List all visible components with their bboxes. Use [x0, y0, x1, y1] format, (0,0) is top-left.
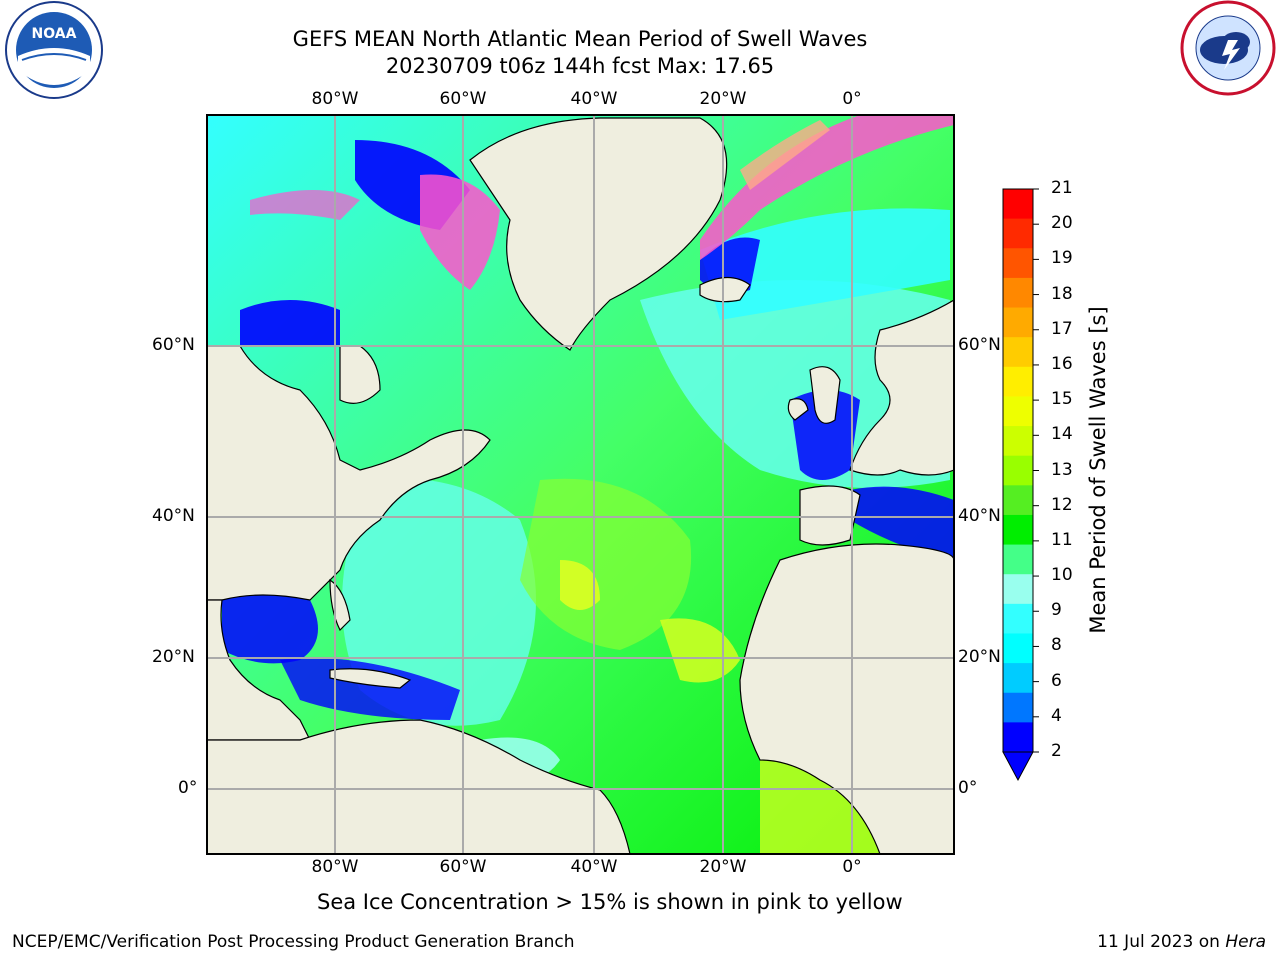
colorbar-segment [1003, 722, 1033, 753]
lat-label-left-60n: 60°N [152, 335, 195, 355]
lon-label-top-0: 0° [842, 89, 862, 109]
colorbar-tick-label: 12 [1051, 494, 1073, 515]
colorbar-segment [1003, 544, 1033, 575]
sea-ice-caption: Sea Ice Concentration > 15% is shown in … [317, 890, 903, 914]
lat-label-left-40n: 40°N [152, 506, 195, 526]
colorbar-tick-label: 19 [1051, 248, 1073, 269]
colorbar-segment [1003, 485, 1033, 516]
land [207, 115, 954, 854]
colorbar-tick-label: 16 [1051, 353, 1073, 374]
chart-title-line1: GEFS MEAN North Atlantic Mean Period of … [292, 27, 868, 51]
colorbar-segment [1003, 218, 1033, 249]
lon-label-bottom-80w: 80°W [311, 857, 359, 877]
lon-label-top-60w: 60°W [439, 89, 487, 109]
colorbar-tick-label: 11 [1051, 529, 1073, 550]
chart-title-line2: 20230709 t06z 144h fcst Max: 17.65 [385, 54, 775, 78]
colorbar-segment [1003, 692, 1033, 723]
colorbar [1002, 188, 1039, 782]
colorbar-tick-label: 6 [1051, 670, 1062, 691]
colorbar-segment [1003, 603, 1033, 634]
colorbar-tick-label: 4 [1051, 705, 1062, 726]
footer-left: NCEP/EMC/Verification Post Processing Pr… [12, 932, 575, 952]
lon-label-top-80w: 80°W [311, 89, 359, 109]
colorbar-segment [1003, 574, 1033, 605]
lon-label-bottom-20w: 20°W [699, 857, 747, 877]
colorbar-tick-label: 14 [1051, 424, 1073, 445]
colorbar-tick-label: 21 [1051, 178, 1073, 198]
colorbar-label: Mean Period of Swell Waves [s] [1086, 306, 1110, 634]
lat-label-left-20n: 20°N [152, 647, 195, 667]
lat-label-left-0: 0° [178, 778, 198, 798]
colorbar-segment [1003, 633, 1033, 664]
colorbar-tick-label: 20 [1051, 213, 1073, 234]
colorbar-segment [1003, 426, 1033, 457]
lon-label-bottom-60w: 60°W [439, 857, 487, 877]
lat-label-right-20n: 20°N [958, 647, 1001, 667]
lon-label-top-20w: 20°W [699, 89, 747, 109]
colorbar-tick-label: 15 [1051, 389, 1073, 410]
noaa-logo: NOAA [5, 1, 103, 99]
colorbar-extend-arrow [1002, 751, 1034, 782]
colorbar-segment [1003, 663, 1033, 694]
lat-label-right-0: 0° [958, 778, 978, 798]
colorbar-segment [1003, 514, 1033, 546]
lon-label-bottom-0: 0° [842, 857, 862, 877]
footer-right: 11 Jul 2023 on Hera [1097, 932, 1266, 952]
colorbar-tick-label: 10 [1051, 565, 1073, 586]
colorbar-segment [1003, 455, 1033, 486]
colorbar-tick-label: 8 [1051, 635, 1062, 656]
colorbar-segment [1003, 366, 1033, 397]
colorbar-segment [1003, 307, 1033, 338]
colorbar-tick-label: 18 [1051, 283, 1073, 304]
lat-label-right-40n: 40°N [958, 506, 1001, 526]
colorbar-segment [1003, 189, 1033, 220]
colorbar-segment [1003, 396, 1033, 427]
colorbar-segment [1003, 337, 1033, 368]
map-field [207, 115, 954, 854]
graticule [207, 115, 954, 854]
colorbar-segment [1003, 277, 1033, 309]
colorbar-tick-label: 13 [1051, 459, 1073, 480]
nws-logo [1180, 0, 1276, 96]
colorbar-segment [1003, 248, 1033, 279]
noaa-logo-text: NOAA [32, 26, 77, 42]
colorbar-tick-label: 9 [1051, 600, 1062, 621]
footer-host: Hera [1225, 932, 1266, 952]
colorbar-tick-label: 2 [1051, 741, 1062, 761]
footer-date: 11 Jul 2023 on [1097, 932, 1226, 952]
map-frame [206, 114, 955, 855]
lon-label-top-40w: 40°W [570, 89, 618, 109]
lat-label-right-60n: 60°N [958, 335, 1001, 355]
colorbar-tick-label: 17 [1051, 318, 1073, 339]
lon-label-bottom-40w: 40°W [570, 857, 618, 877]
